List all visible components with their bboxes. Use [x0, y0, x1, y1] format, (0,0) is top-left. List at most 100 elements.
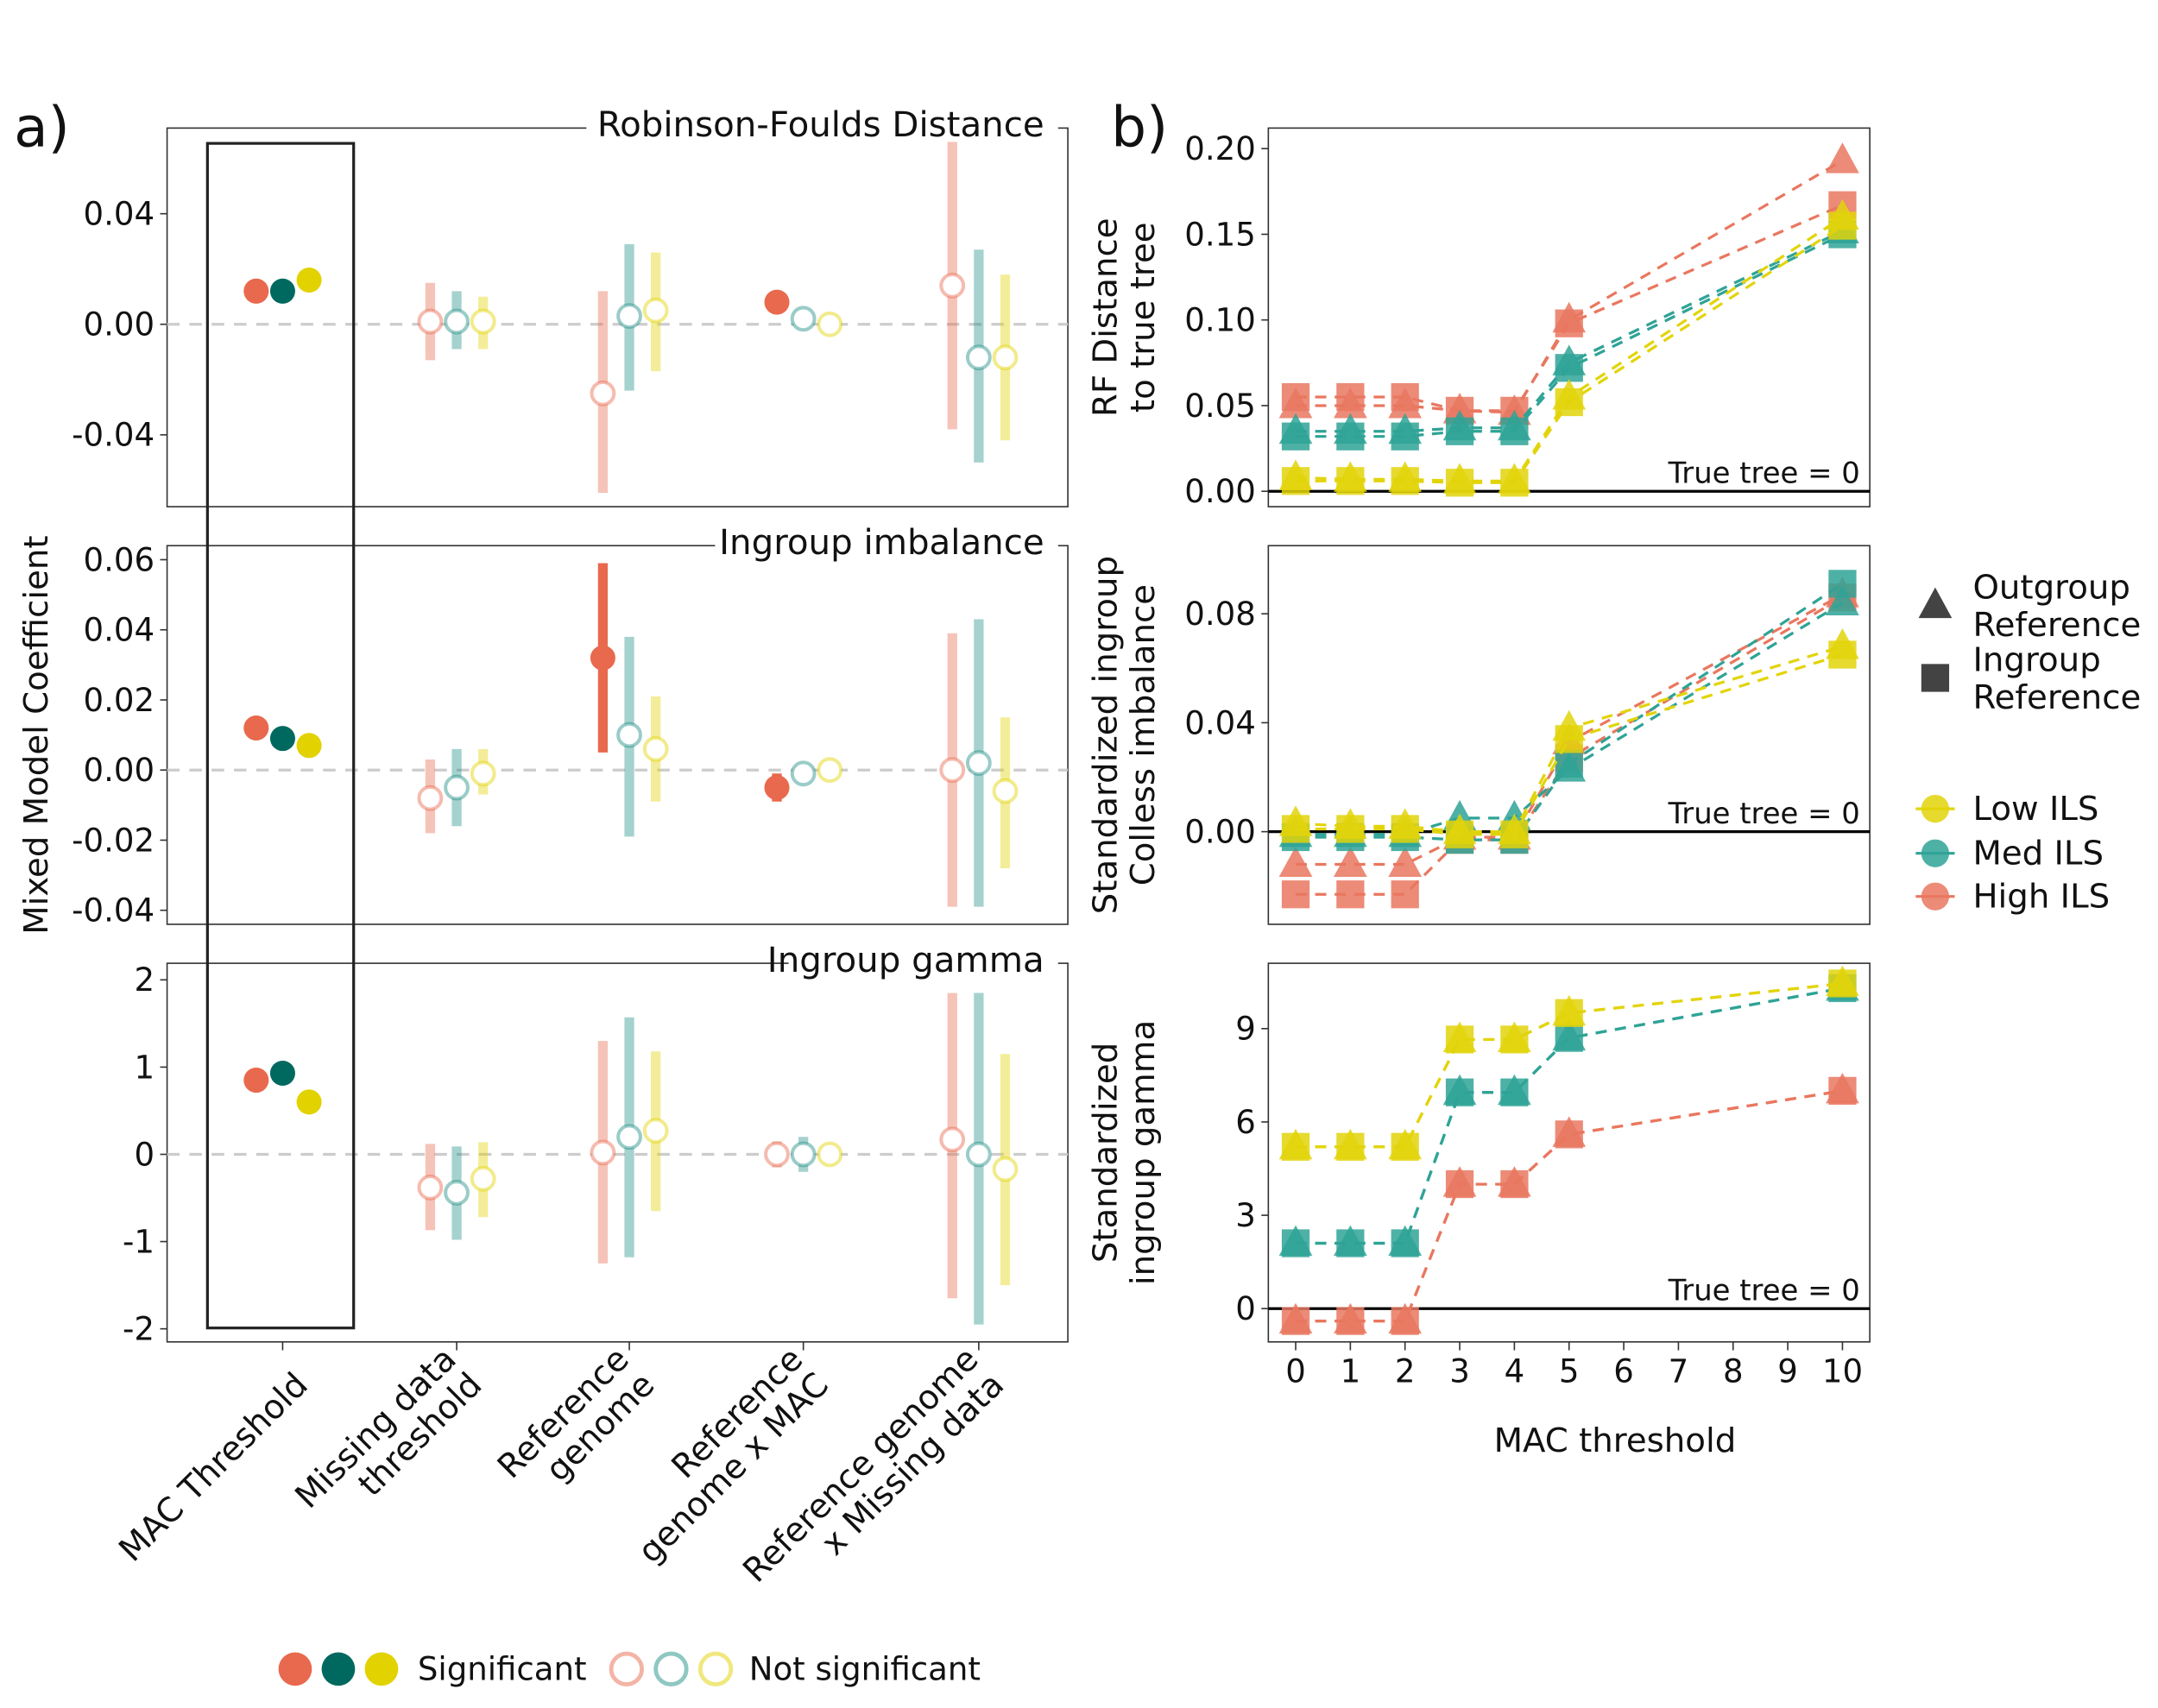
coef-point-not-significant	[417, 308, 444, 335]
square-marker	[1281, 467, 1310, 495]
coef-point-group	[243, 1068, 269, 1093]
square-marker	[1391, 880, 1419, 909]
coef-point-not-significant	[992, 344, 1019, 371]
legend-ils-label: High ILS	[1972, 878, 2110, 917]
legend-circle	[1921, 882, 1950, 911]
coef-point-not-significant	[616, 1124, 642, 1150]
coef-point-group	[616, 1017, 642, 1257]
square-marker	[1281, 422, 1310, 451]
coef-point-significant	[764, 775, 790, 801]
y-tick-label: 0.00	[1184, 814, 1256, 851]
coef-point-group	[992, 1054, 1019, 1286]
coef-point-group	[642, 1051, 669, 1212]
coef-point-group	[590, 1041, 616, 1264]
legend-shape-label: Outgroup	[1972, 569, 2130, 608]
x-tick-label: 0	[1285, 1353, 1306, 1390]
coef-point-group	[470, 748, 496, 795]
panel-b-x-axis-label: MAC threshold	[1494, 1421, 1737, 1460]
square-marker	[1391, 1229, 1419, 1257]
coef-point-significant	[269, 278, 295, 304]
y-tick-label: 2	[134, 961, 155, 999]
coef-point-group	[296, 267, 322, 293]
legend-significant-dot	[278, 1652, 312, 1686]
coef-point-not-significant	[470, 1165, 496, 1192]
coef-point-not-significant	[939, 757, 966, 784]
square-marker	[1445, 820, 1474, 848]
square-marker	[1336, 1307, 1365, 1335]
y-tick-label: 6	[1235, 1104, 1256, 1141]
coef-point-not-significant	[817, 757, 843, 784]
square-marker	[1828, 969, 1857, 998]
highlight-box-mac-threshold	[205, 142, 356, 1330]
legend-circle	[1921, 794, 1950, 823]
square-marker	[1336, 1229, 1365, 1257]
square-marker	[1391, 422, 1419, 451]
y-axis-label: Standardized ingroupColless imbalance	[1087, 556, 1164, 914]
square-marker	[1500, 1078, 1529, 1106]
legend-shape-label: Ingroup	[1972, 640, 2100, 679]
panel-b: True tree = 0 0.20 0.15 0.10 0.05 0.00 RF Dist…	[1087, 127, 1871, 1390]
coef-point-significant	[296, 1089, 322, 1115]
x-tick-label: MAC Threshold	[111, 1365, 315, 1569]
y-tick-label: 0.10	[1184, 302, 1256, 339]
facet-frame	[1267, 545, 1871, 925]
coef-point-group	[296, 733, 322, 759]
y-axis-label-line: Colless imbalance	[1124, 584, 1163, 886]
coef-point-not-significant	[965, 1141, 992, 1168]
legend-shape-label: Reference	[1972, 678, 2141, 717]
panel-b-label: b)	[1111, 95, 1168, 160]
square-marker	[1500, 820, 1529, 848]
square-marker	[1391, 815, 1419, 843]
y-tick-label: 3	[1235, 1197, 1256, 1234]
coef-point-group	[790, 760, 817, 787]
coef-point-not-significant	[790, 1141, 817, 1168]
coef-point-significant	[296, 733, 322, 759]
x-tick-label: 4	[1505, 1353, 1525, 1390]
facet-title: Ingroup gamma	[767, 940, 1044, 980]
y-tick-label: 1	[134, 1049, 155, 1086]
y-tick-label: 0.04	[83, 612, 155, 649]
coef-point-not-significant	[965, 750, 992, 777]
coef-point-group	[817, 311, 843, 337]
square-marker	[1500, 1169, 1529, 1199]
triangle-marker	[1334, 846, 1367, 878]
square-marker	[1445, 1169, 1474, 1199]
coef-point-not-significant	[417, 785, 444, 811]
coef-point-group	[939, 633, 966, 907]
x-tick-label-line: MAC Threshold	[111, 1365, 315, 1569]
coef-point-significant	[296, 267, 322, 293]
y-axis-label: Standardizedingroup gamma	[1087, 1020, 1164, 1285]
series-med-ils-ingroup	[1281, 220, 1857, 451]
coef-point-not-significant	[444, 1180, 470, 1206]
square-marker	[1281, 880, 1310, 909]
coef-point-not-significant	[470, 760, 496, 787]
facet-b-0: True tree = 0 0.20 0.15 0.10 0.05 0.00 RF Dist…	[1087, 127, 1871, 510]
coef-point-not-significant	[817, 1141, 843, 1168]
coef-point-not-significant	[616, 722, 642, 748]
coef-point-group	[590, 563, 615, 753]
square-marker	[1391, 467, 1419, 495]
square-marker	[1336, 1132, 1365, 1161]
square-marker	[1281, 815, 1310, 843]
coef-point-group	[444, 1146, 470, 1240]
square-marker	[1445, 417, 1474, 445]
square-marker	[1500, 417, 1529, 445]
legend-not-significant-dot	[697, 1651, 734, 1687]
coef-point-significant	[590, 645, 615, 671]
coef-point-group	[992, 717, 1019, 868]
square-marker	[1500, 469, 1529, 497]
coef-point-not-significant	[590, 1139, 616, 1166]
y-tick-label: 0.05	[1184, 388, 1256, 425]
square-marker	[1555, 1120, 1583, 1149]
square-marker	[1828, 570, 1857, 598]
facet-1: 0.06 0.04 0.02 0.00 -0.02 -0.04 Ingroup imbala…	[72, 522, 1069, 930]
facet-2: 2 1 0 -1 -2 Ingroup gamma	[123, 940, 1069, 1348]
coef-point-group	[470, 1142, 496, 1218]
coef-point-significant	[764, 289, 790, 315]
coef-point-group	[965, 249, 992, 463]
y-axis-label-line: Standardized	[1087, 1043, 1126, 1263]
coef-point-not-significant	[444, 308, 470, 335]
coef-point-group	[417, 282, 444, 361]
